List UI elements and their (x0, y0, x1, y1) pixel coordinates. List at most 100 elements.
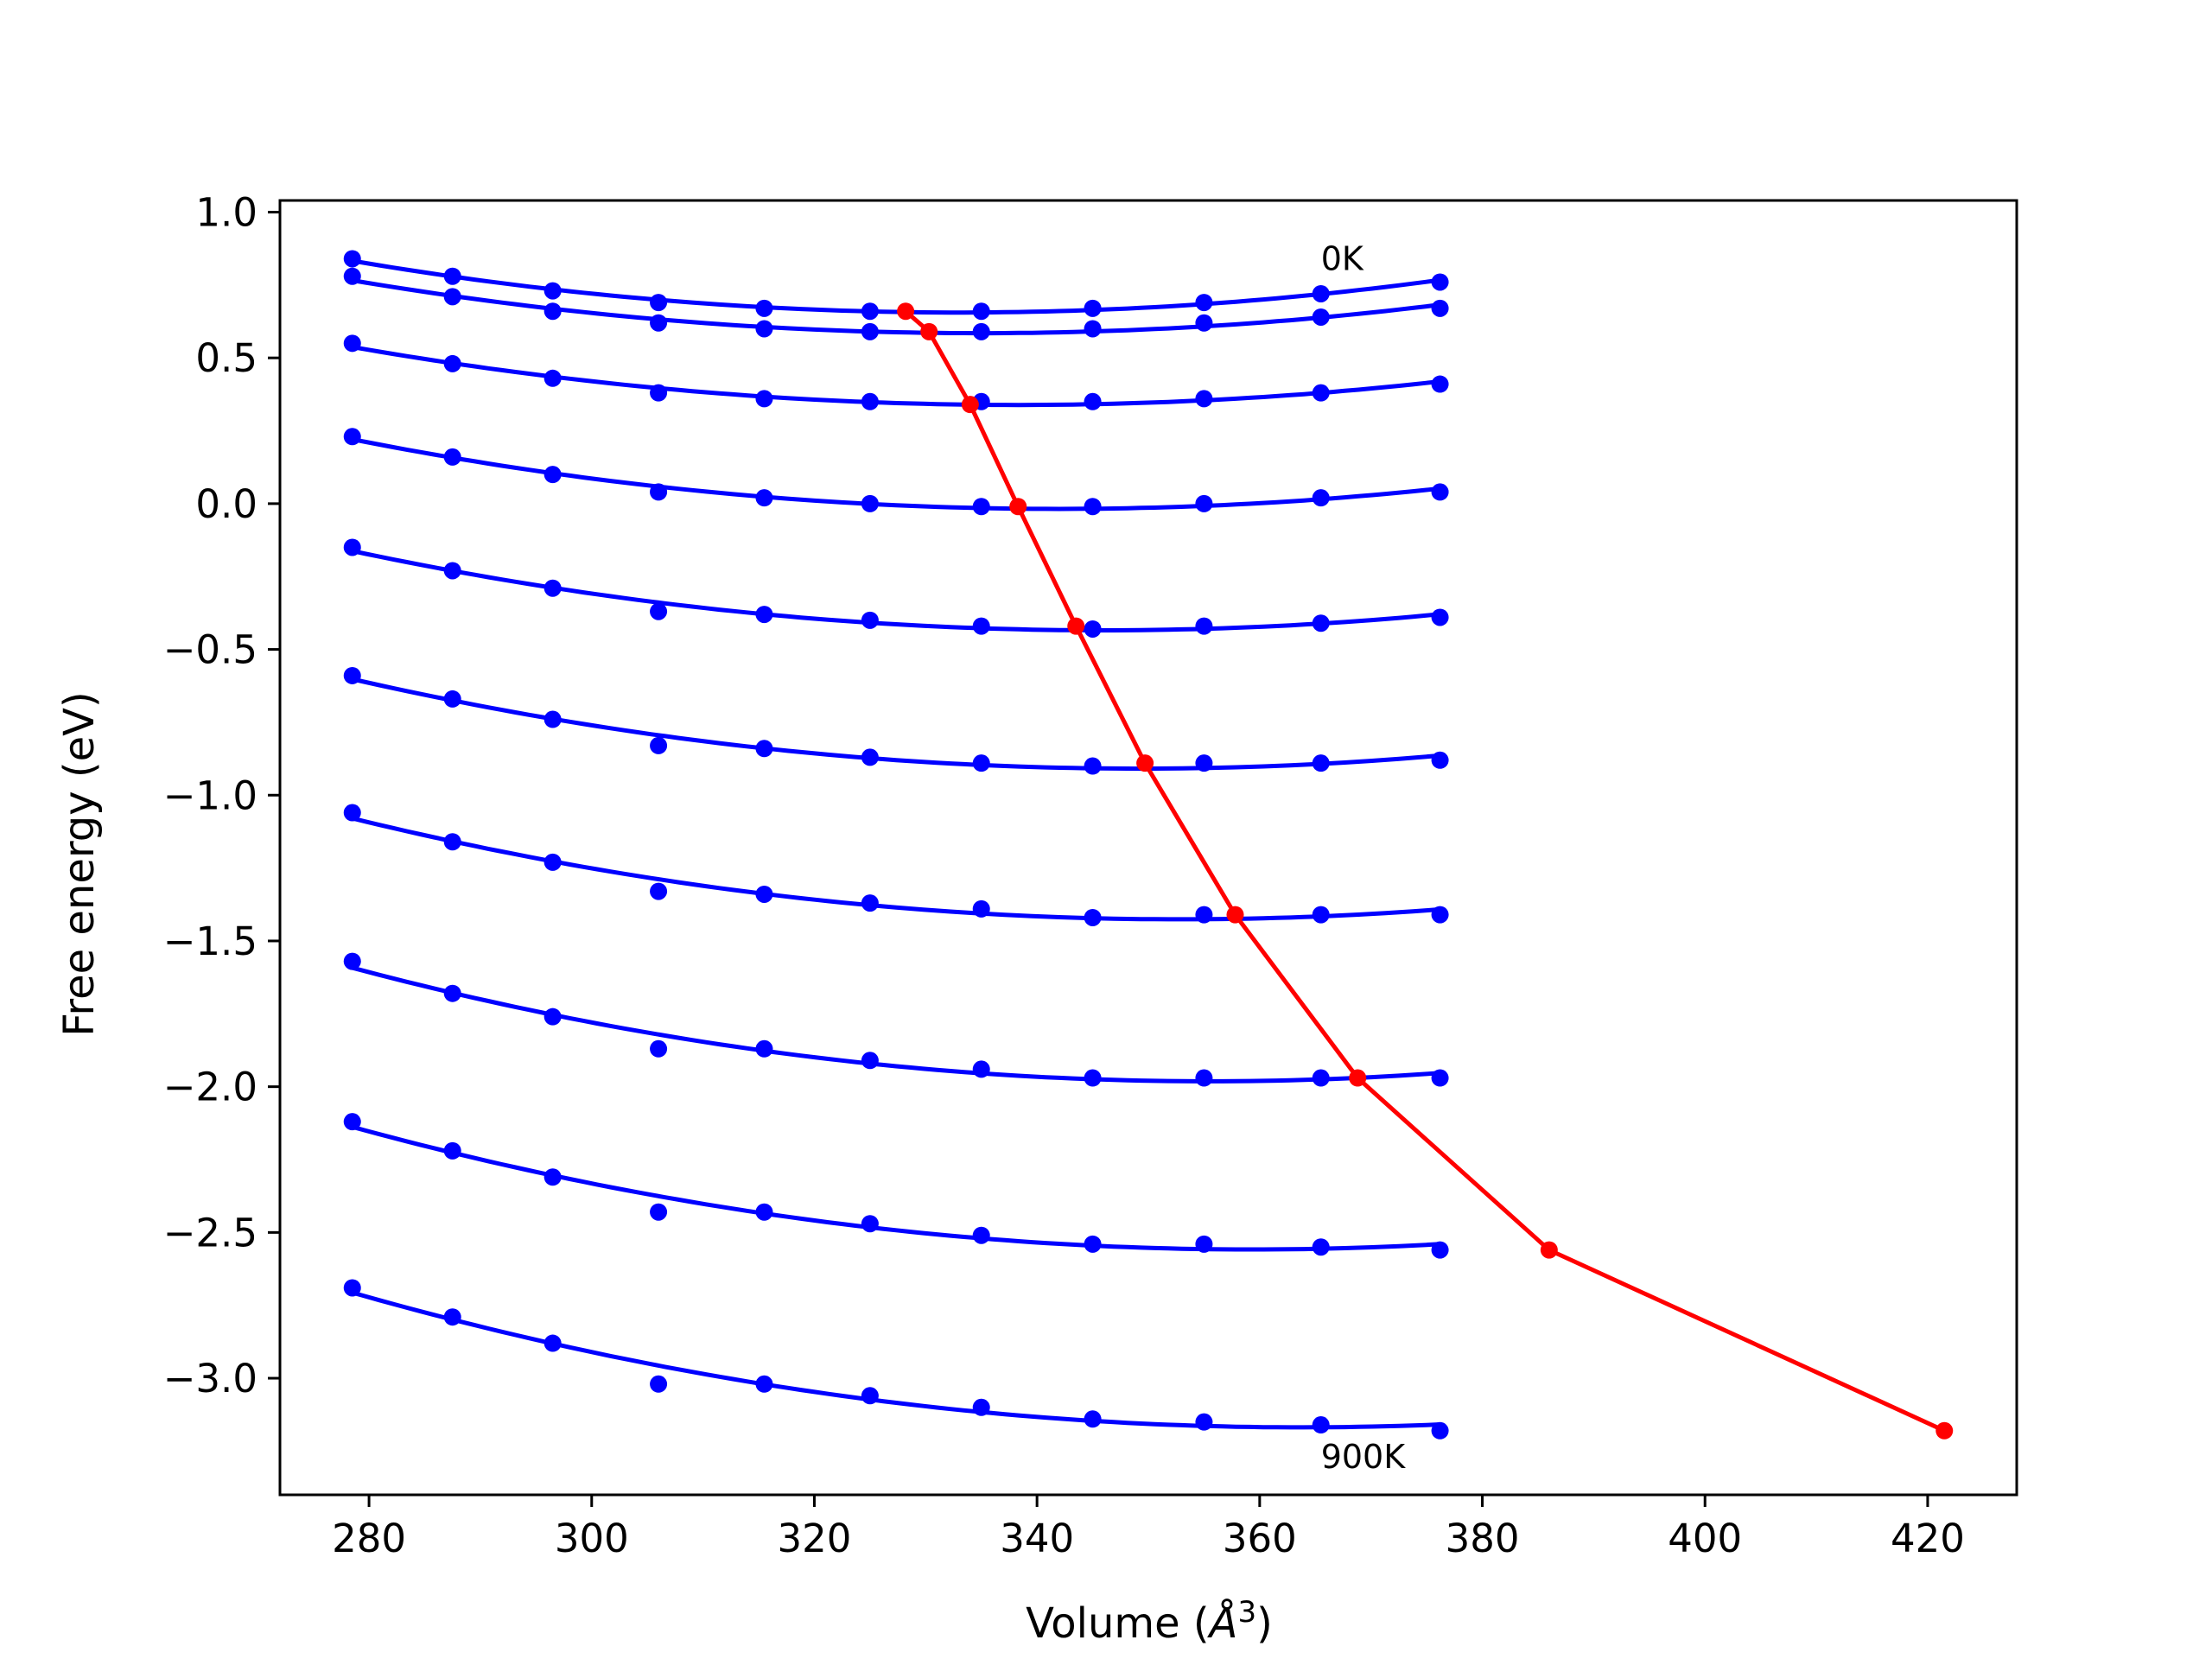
plot-frame (278, 199, 2018, 1497)
isotherm-data-point (972, 322, 990, 340)
y-axis-label: Free energy (eV) (55, 691, 104, 1036)
x-axis-ticks: 280 300 320 340 360 380 400 420 (332, 1495, 1965, 1561)
isotherm-data-point (1312, 1069, 1330, 1087)
isotherm-series (343, 952, 1449, 1087)
isotherm-data-point (343, 428, 361, 446)
isotherm-data-point (1431, 1069, 1449, 1087)
isotherm-data-point (543, 1334, 562, 1352)
isotherm-data-point (1195, 1069, 1213, 1087)
isotherm-data-point (1195, 754, 1213, 772)
isotherm-data-point (443, 1141, 461, 1160)
isotherm-data-point (1195, 390, 1213, 408)
isotherm-data-point (861, 1052, 879, 1070)
isotherm-series (343, 334, 1449, 410)
isotherm-data-point (443, 690, 461, 708)
isotherm-data-point (1084, 498, 1102, 516)
axes-frame (278, 199, 2018, 1497)
isotherm-data-point (972, 899, 990, 918)
x-axis-label-superscript: 3 (1237, 1595, 1256, 1630)
y-tick-label: −3.0 (163, 1356, 257, 1402)
isotherm-data-point (1084, 320, 1102, 338)
isotherm-data-point (755, 1375, 773, 1393)
isotherm-data-point (343, 804, 361, 822)
isotherm-series (343, 1113, 1449, 1259)
isotherm-data-point (1312, 614, 1330, 632)
isotherm-fit-line (352, 1290, 1440, 1430)
curve-annotation-label: 900K (1321, 1438, 1407, 1476)
isotherm-data-point (650, 882, 668, 900)
isotherm-data-point (755, 606, 773, 624)
isotherm-data-point (650, 483, 668, 501)
x-tick-label: 340 (1000, 1516, 1074, 1561)
x-tick-label: 400 (1668, 1516, 1742, 1561)
isotherm-data-point (972, 1398, 990, 1416)
y-tick-label: 1.0 (195, 189, 257, 235)
isotherm-data-point (1195, 1413, 1213, 1431)
x-tick-label: 300 (555, 1516, 629, 1561)
isotherm-fit-line (352, 258, 1440, 315)
curve-annotations: 0K 900K (1321, 239, 1407, 1476)
isotherm-data-point (1195, 494, 1213, 512)
isotherm-data-point (1084, 1235, 1102, 1253)
isotherm-data-point (1084, 1410, 1102, 1428)
isotherm-data-point (861, 1215, 879, 1233)
isotherm-data-point (972, 498, 990, 516)
isotherm-data-point (861, 748, 879, 766)
minimum-path-point (897, 302, 915, 321)
isotherm-data-point (543, 302, 562, 321)
isotherm-data-point (543, 466, 562, 484)
isotherm-data-point (1312, 1416, 1330, 1434)
isotherm-data-point (861, 322, 879, 340)
isotherm-data-point (343, 267, 361, 285)
isotherm-data-point (650, 1039, 668, 1058)
isotherm-data-point (443, 354, 461, 372)
isotherm-data-point (755, 489, 773, 507)
isotherm-data-point (1195, 294, 1213, 312)
isotherm-data-point (1084, 392, 1102, 410)
isotherm-data-point (343, 250, 361, 268)
isotherm-data-point (650, 602, 668, 620)
isotherm-fit-line (352, 677, 1440, 772)
isotherm-series (343, 250, 1449, 321)
x-axis-label-suffix: ) (1256, 1599, 1273, 1648)
minimum-path-point (961, 396, 979, 414)
minimum-path-point (1936, 1421, 1954, 1440)
minimum-path-point (920, 322, 938, 340)
y-tick-label: −2.0 (163, 1065, 257, 1110)
isotherm-fit-line (352, 436, 1440, 512)
isotherm-curves (343, 250, 1449, 1440)
isotherm-data-point (861, 494, 879, 512)
isotherm-data-point (1431, 1421, 1449, 1440)
x-tick-label: 420 (1891, 1516, 1965, 1561)
minimum-path (897, 302, 1954, 1440)
isotherm-data-point (343, 666, 361, 684)
minimum-path-point (1349, 1069, 1367, 1087)
isotherm-series (343, 428, 1449, 516)
y-tick-label: −1.5 (163, 918, 257, 964)
y-axis-ticks: 1.0 0.5 0.0 −0.5 −1.0 −1.5 −2.0 −2.5 −3.0 (163, 189, 280, 1402)
isotherm-data-point (343, 952, 361, 970)
minimum-path-point (1540, 1241, 1558, 1259)
isotherm-data-point (443, 1308, 461, 1326)
isotherm-data-point (443, 288, 461, 306)
minimum-path-point (1226, 906, 1244, 924)
isotherm-data-point (543, 579, 562, 597)
isotherm-data-point (1312, 284, 1330, 302)
isotherm-data-point (972, 617, 990, 635)
isotherm-fit-line (352, 965, 1440, 1084)
isotherm-data-point (972, 754, 990, 772)
isotherm-data-point (1431, 375, 1449, 393)
isotherm-data-point (1431, 751, 1449, 769)
isotherm-data-point (755, 740, 773, 758)
isotherm-data-point (972, 302, 990, 321)
x-axis-label-prefix: Volume ( (1026, 1599, 1210, 1648)
isotherm-data-point (650, 1203, 668, 1221)
minimum-path-line (904, 309, 1946, 1433)
isotherm-data-point (755, 299, 773, 317)
isotherm-data-point (861, 1387, 879, 1405)
isotherm-series (343, 538, 1449, 638)
x-axis-label-symbol: Å (1207, 1599, 1238, 1648)
x-tick-label: 360 (1223, 1516, 1297, 1561)
